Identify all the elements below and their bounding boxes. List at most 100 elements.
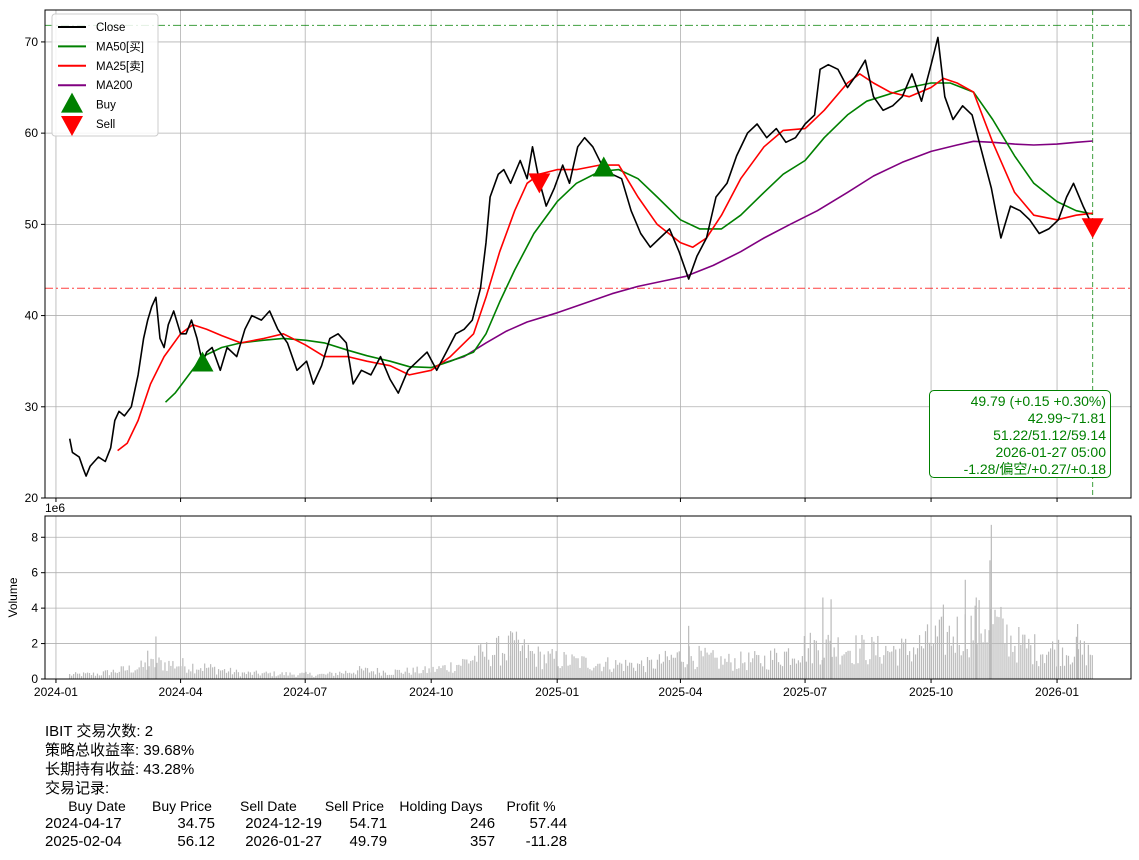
volume-bar [1077,649,1080,679]
volume-bar [926,624,929,679]
volume-bar [426,672,428,679]
volume-bar [486,642,488,679]
volume-bar [783,651,786,679]
volume-bar [184,666,186,679]
volume-bar [202,670,204,679]
volume-bar [438,666,440,679]
volume-bar [511,632,514,679]
volume-bar [259,675,261,679]
volume-bar [499,665,502,679]
volume-bar [309,672,311,679]
volume-bar [331,672,333,679]
volume-bar [932,643,935,679]
volume-bar [303,672,305,679]
volume-bar [1089,654,1091,679]
buy-marker [191,351,214,372]
volume-bar [1032,664,1034,679]
series-line-close [68,36,1094,477]
volume-bar [638,663,641,679]
cell-buy-date: 2025-02-04 [45,833,122,850]
volume-bar [406,667,408,679]
volume-bar [595,666,597,679]
volume-bar [120,666,122,679]
volume-bar [148,666,150,679]
volume-bar [215,674,218,679]
volume-bar [710,652,712,679]
volume-bar [1065,655,1068,679]
volume-bar [978,600,980,679]
volume-bar [680,661,682,679]
price-y-tick-label: 50 [25,217,39,231]
volume-bar [436,668,438,679]
volume-bar [609,669,611,679]
volume-bar [343,673,345,679]
volume-bar [168,660,170,679]
volume-bar [126,670,128,679]
volume-bar [895,649,897,679]
volume-bar [478,645,480,679]
volume-bar [277,675,279,679]
volume-bar [382,670,384,679]
volume-bar [122,666,124,679]
table-row: 2025-02-04 56.12 2026-01-27 49.79 357 -1… [45,833,567,851]
volume-bar [654,668,657,679]
volume-y-tick-label: 6 [31,566,38,580]
volume-bar [349,672,351,679]
volume-bar [464,659,466,679]
sell-marker [528,173,551,194]
volume-bar [865,660,867,679]
legend-swatch-sell [61,116,83,136]
volume-axis-label: Volume [6,577,20,617]
volume-bar [762,666,764,679]
cell-sell-price: 54.71 [349,815,388,832]
cell-profit: -11.28 [525,833,568,850]
volume-bar [702,656,704,679]
volume-bar [98,675,101,679]
volume-bar [688,625,690,679]
volume-bar [1028,638,1030,679]
volume-bar [775,652,778,679]
volume-bar [432,666,434,679]
volume-bar [1038,666,1040,679]
volume-bar [547,651,549,679]
volume-bar [412,667,414,679]
volume-bar [1036,660,1038,679]
cell-sell-date: 2024-12-19 [245,815,322,832]
volume-bar [368,672,371,679]
header-sell-date: Sell Date [240,798,297,814]
volume-bar [567,665,569,679]
volume-bar [501,652,504,679]
volume-bar [505,660,508,679]
volume-bar [446,670,448,679]
volume-bar [269,672,271,679]
volume-bar [265,671,267,679]
volume-bar [106,670,108,679]
volume-bar [730,662,732,679]
volume-bar [1059,666,1062,679]
volume-bar [219,670,222,679]
volume-bar [275,676,277,679]
volume-bar [944,654,946,679]
legend-label: Close [96,22,125,34]
info-timestamp: 2026-01-27 05:00 [995,444,1106,460]
volume-bar [636,663,639,679]
volume-bar [108,675,110,679]
volume-bar [347,673,349,679]
volume-bar [468,663,470,679]
info-signal: -1.28/偏空/+0.27/+0.18 [963,461,1106,477]
volume-bar [297,675,299,679]
volume-bar [529,650,531,679]
volume-bar [492,655,494,679]
volume-bar [998,617,1000,679]
volume-bar [353,672,355,679]
volume-bar [650,659,653,679]
volume-bar [378,672,381,679]
volume-bar [170,665,172,679]
volume-bar [611,671,613,679]
volume-bar [241,672,244,679]
table-row: 2024-04-17 34.75 2024-12-19 54.71 246 57… [45,815,567,833]
volume-bar [811,663,813,679]
volume-bar [251,674,253,679]
volume-bar [938,619,941,679]
volume-bar [1061,647,1064,679]
